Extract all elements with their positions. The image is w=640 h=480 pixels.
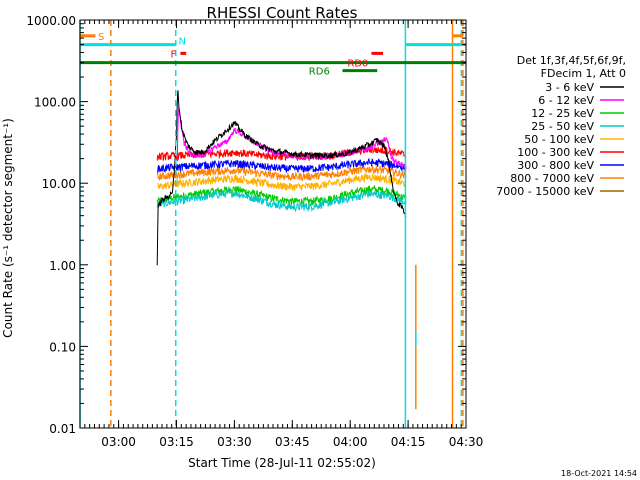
x-tick-label: 03:30 — [217, 435, 252, 449]
legend-header-line-2: FDecim 1, Att 0 — [541, 67, 626, 80]
status-label-n: N — [179, 37, 186, 48]
y-tick-label: 0.01 — [49, 422, 76, 436]
legend-entry-label: 300 - 800 keV — [517, 159, 594, 172]
x-axis-label: Start Time (28-Jul-11 02:55:02) — [188, 456, 376, 470]
x-tick-label: 03:00 — [101, 435, 136, 449]
y-tick-label: 1.00 — [49, 259, 76, 273]
legend-entry-label: 12 - 25 keV — [531, 107, 594, 120]
axis-layer: 0.01 0.10 1.00 10.00 100.00 1000.00 03:00 03:15… — [26, 14, 483, 449]
x-tick-label: 04:15 — [391, 435, 426, 449]
y-tick-label: 10.00 — [42, 177, 76, 191]
y-tick-label: 1000.00 — [26, 14, 76, 28]
legend-entry-label: 100 - 300 keV — [517, 146, 594, 159]
status-label-rd0: RD0 — [347, 59, 368, 70]
legend-entry-label: 7000 - 15000 keV — [496, 185, 594, 198]
legend-entry-label: 3 - 6 keV — [545, 81, 594, 94]
legend: Det 1f,3f,4f,5f,6f,9f, FDecim 1, Att 0 3… — [496, 54, 626, 198]
legend-entry-label: 50 - 100 keV — [524, 133, 594, 146]
y-axis-label: Count Rate (s⁻¹ detector segment⁻¹) — [1, 118, 15, 338]
x-tick-label: 03:15 — [159, 435, 194, 449]
timestamp: 18-Oct-2021 14:54 — [561, 469, 637, 478]
series-line-50-100-kev — [157, 172, 407, 192]
series-line-800-7000-kev — [156, 165, 407, 182]
y-tick-label: 0.10 — [49, 340, 76, 354]
status-label-rd6: RD6 — [309, 67, 330, 78]
x-tick-label: 04:00 — [333, 435, 368, 449]
legend-header-line-1: Det 1f,3f,4f,5f,6f,9f, — [517, 54, 626, 67]
legend-entry-label: 800 - 7000 keV — [510, 172, 594, 185]
x-tick-label: 03:45 — [275, 435, 310, 449]
series-line-3-6-kev — [156, 90, 407, 266]
chart-title: RHESSI Count Rates — [207, 4, 358, 22]
x-tick-label: 04:30 — [449, 435, 484, 449]
series-line-25-50-kev — [156, 188, 407, 213]
y-tick-label: 100.00 — [34, 96, 76, 110]
legend-entry-label: 25 - 50 keV — [531, 120, 594, 133]
series-line-12-25-kev — [156, 184, 407, 207]
legend-entry-label: 6 - 12 keV — [538, 94, 594, 107]
series-line-300-800-kev — [156, 157, 407, 174]
data-layer — [156, 90, 407, 266]
status-label-s: S — [98, 32, 104, 43]
status-label-f: F — [171, 49, 177, 60]
